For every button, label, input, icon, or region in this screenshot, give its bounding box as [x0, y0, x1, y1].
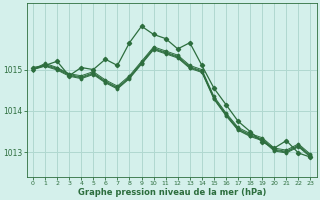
X-axis label: Graphe pression niveau de la mer (hPa): Graphe pression niveau de la mer (hPa): [77, 188, 266, 197]
